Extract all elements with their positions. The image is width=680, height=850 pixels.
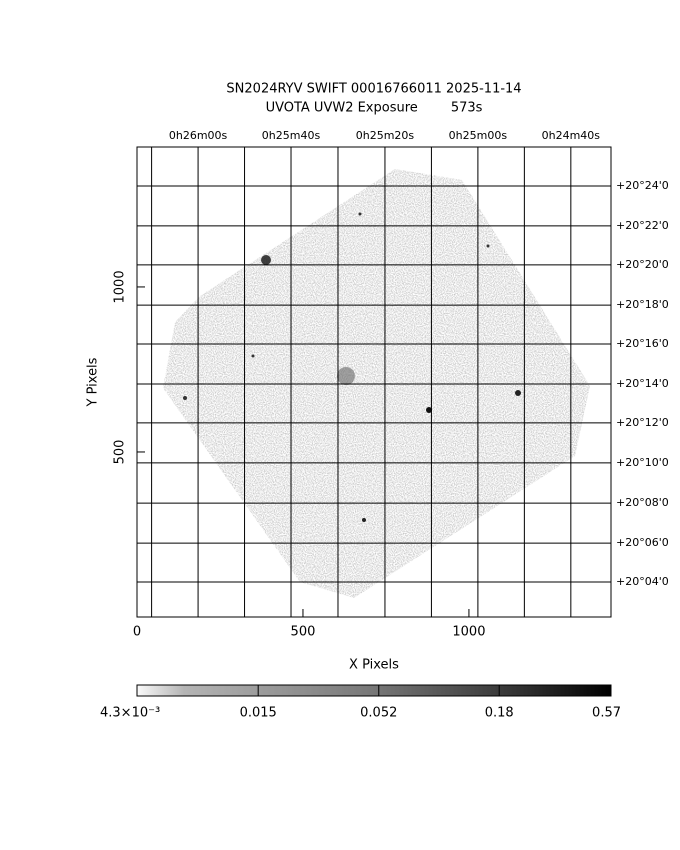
colorbar [136, 684, 612, 697]
x-axis-label: X Pixels [349, 658, 399, 673]
y2-tick-label: +20°16'0 [616, 337, 669, 350]
x-tick-label: 1000 [452, 625, 485, 640]
colorbar-tick-label: 0.57 [592, 706, 621, 721]
colorbar-tick-label: 4.3×10⁻³ [100, 706, 160, 721]
colorbar-tick-label: 0.052 [360, 706, 397, 721]
y2-tick-label: +20°12'0 [616, 416, 669, 429]
y2-tick-label: +20°22'0 [616, 219, 669, 232]
x-tick-label: 500 [291, 625, 316, 640]
x2-tick-label: 0h25m00s [449, 129, 508, 142]
x2-tick-label: 0h25m40s [262, 129, 321, 142]
y2-tick-label: +20°08'0 [616, 496, 669, 509]
y2-tick-label: +20°20'0 [616, 258, 669, 271]
y-tick-label: 1000 [113, 270, 128, 303]
colorbar-tick-label: 0.015 [240, 706, 277, 721]
title-line: UVOTA UVW2 Exposure 573s [266, 101, 483, 116]
plot-frame [136, 146, 612, 618]
y2-tick-label: +20°24'0 [616, 179, 669, 192]
image-footprint [163, 169, 590, 598]
y2-tick-label: +20°04'0 [616, 575, 669, 588]
y2-tick-label: +20°14'0 [616, 377, 669, 390]
x-tick-label: 0 [133, 625, 141, 640]
y2-tick-label: +20°18'0 [616, 298, 669, 311]
title-line: SN2024RYV SWIFT 00016766011 2025-11-14 [226, 82, 521, 97]
y-tick-label: 500 [113, 440, 128, 465]
x2-tick-label: 0h24m40s [542, 129, 601, 142]
y2-tick-label: +20°10'0 [616, 456, 669, 469]
colorbar-tick-label: 0.18 [485, 706, 514, 721]
x2-tick-label: 0h25m20s [356, 129, 415, 142]
y-axis-label: Y Pixels [86, 357, 101, 407]
y2-tick-label: +20°06'0 [616, 536, 669, 549]
x2-tick-label: 0h26m00s [169, 129, 228, 142]
